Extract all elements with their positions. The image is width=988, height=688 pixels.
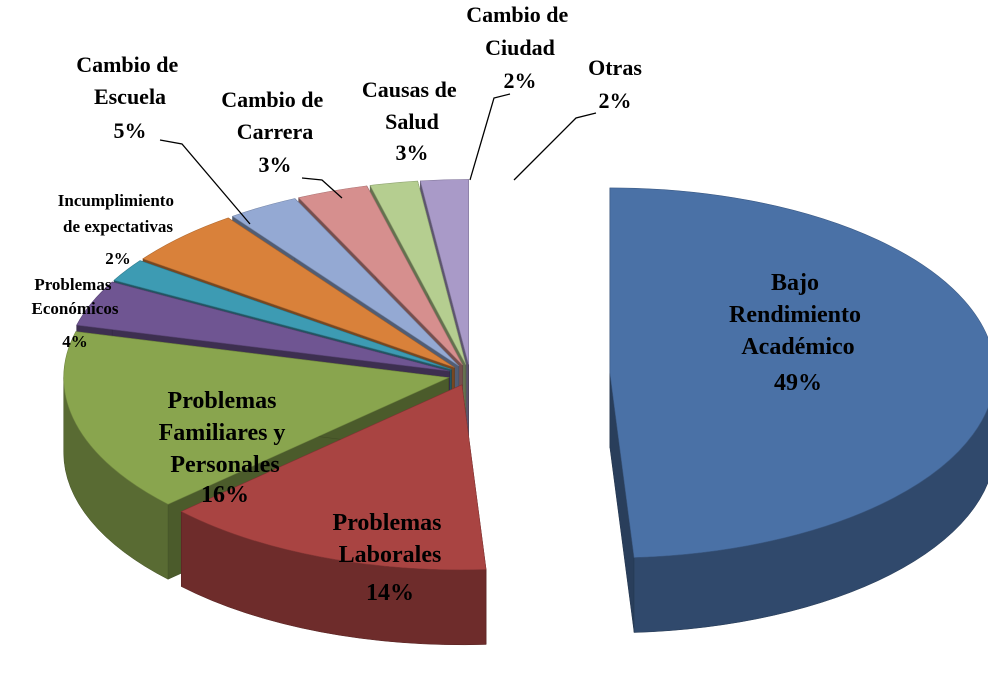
leader-line	[159, 139, 251, 225]
category-label: Problemas Laborales	[333, 510, 448, 568]
slice	[76, 281, 450, 372]
slice	[609, 187, 988, 558]
leader-line	[513, 112, 597, 181]
leader-line	[301, 177, 343, 199]
value-label: 2%	[599, 88, 632, 113]
category-label: Incumplimiento de expectativas	[58, 191, 178, 236]
slice	[231, 198, 460, 367]
slice	[298, 185, 463, 366]
category-label: Problemas Económicos	[32, 275, 119, 318]
category-label: Otras	[588, 55, 642, 80]
leader-line	[469, 93, 511, 181]
value-label: 4%	[62, 332, 88, 351]
category-label: Cambio de Escuela	[76, 52, 184, 109]
value-label: 5%	[114, 118, 147, 143]
value-label: 2%	[105, 249, 131, 268]
slice	[113, 260, 452, 370]
category-label: Problemas Familiares y Personales	[159, 388, 292, 478]
value-label: 14%	[366, 580, 414, 606]
value-label: 3%	[259, 152, 292, 177]
slice	[142, 217, 455, 368]
value-label: 16%	[201, 482, 249, 508]
category-label: Cambio de Ciudad	[466, 2, 574, 60]
category-label: Causas de Salud	[362, 77, 462, 134]
labels: Bajo Rendimiento Académico 49% Problemas L…	[32, 2, 867, 606]
slice-tops	[63, 179, 988, 571]
value-label: 3%	[396, 140, 429, 165]
slice	[180, 384, 487, 571]
value-label: 49%	[774, 370, 822, 396]
value-label: 2%	[504, 68, 537, 93]
slice	[419, 179, 469, 365]
slice	[63, 331, 450, 505]
category-label: Cambio de Carrera	[221, 87, 329, 144]
category-label: Bajo Rendimiento Académico	[729, 270, 867, 360]
slice	[369, 180, 467, 365]
